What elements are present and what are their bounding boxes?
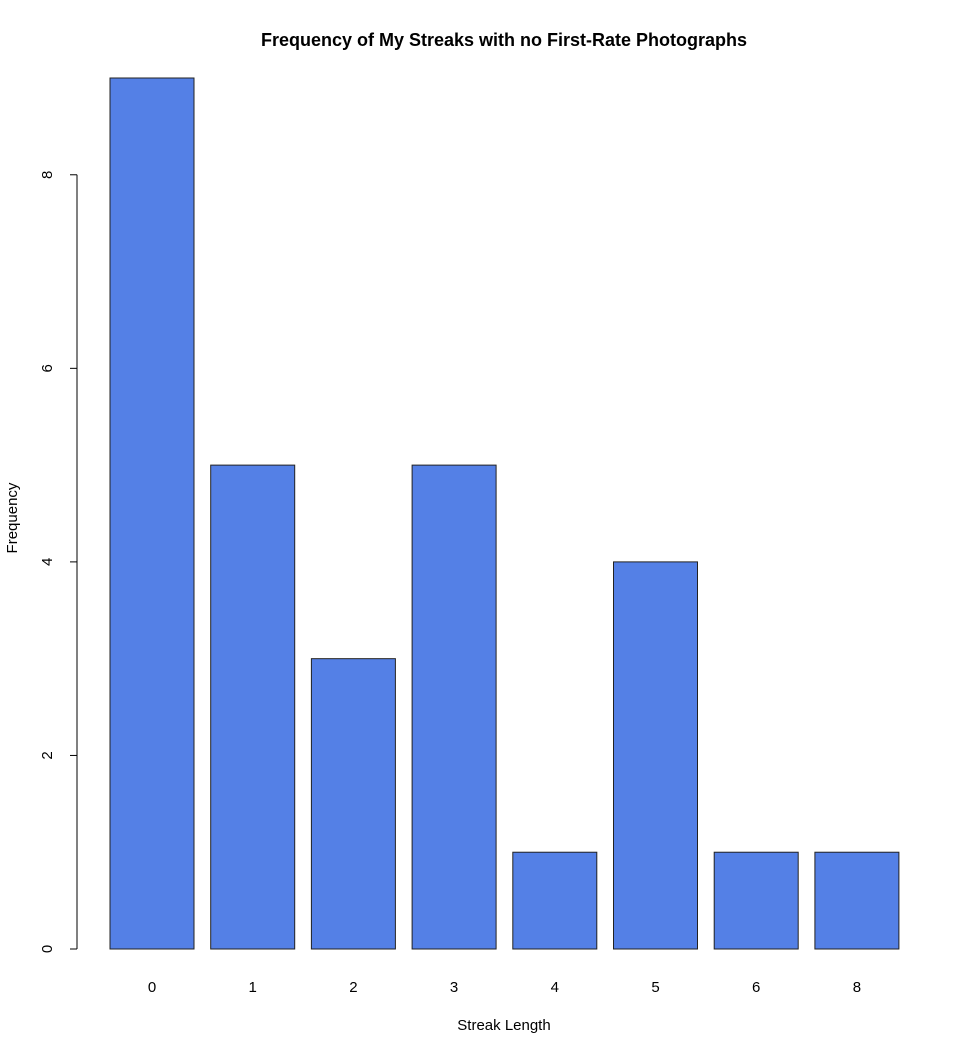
y-tick-label: 8	[39, 171, 56, 179]
y-tick-label: 2	[39, 751, 56, 759]
y-axis-label: Frequency	[4, 482, 21, 553]
bar	[310, 658, 396, 950]
x-tick-label: 4	[551, 979, 559, 996]
x-tick-label: 8	[853, 979, 861, 996]
bar	[411, 464, 497, 950]
x-tick-label: 0	[148, 979, 156, 996]
bar	[613, 561, 698, 950]
y-tick-label: 4	[39, 558, 56, 566]
y-tick-label: 0	[39, 945, 56, 953]
x-axis-label: Streak Length	[457, 1017, 550, 1034]
x-tick-label: 5	[651, 979, 659, 996]
bar	[512, 851, 598, 950]
bar	[713, 851, 799, 950]
x-tick-label: 6	[752, 979, 760, 996]
x-tick-label: 3	[450, 979, 458, 996]
bar	[109, 77, 195, 950]
bar	[814, 851, 900, 950]
x-tick-label: 1	[249, 979, 257, 996]
x-tick-label: 2	[349, 979, 357, 996]
y-tick-label: 6	[39, 364, 56, 372]
bar	[210, 464, 296, 950]
chart-title: Frequency of My Streaks with no First-Ra…	[261, 30, 747, 50]
